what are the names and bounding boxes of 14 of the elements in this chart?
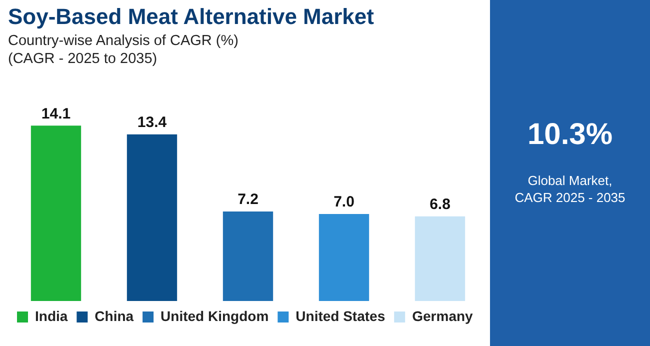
legend-label: Germany xyxy=(412,308,474,324)
data-label: 13.4 xyxy=(137,114,168,131)
legend-label: United States xyxy=(296,308,386,324)
data-label: 14.1 xyxy=(41,105,71,122)
data-label: 6.8 xyxy=(430,196,450,214)
legend-label: India xyxy=(35,308,68,324)
chart-subtitle: Country-wise Analysis of CAGR (%) (CAGR - 2025 to 2035) xyxy=(8,32,238,68)
chart-title: Soy-Based Meat Alternative Market xyxy=(8,4,374,30)
data-label: 7.2 xyxy=(238,191,258,208)
text: Global Market, CAGR 2025 - 2035 xyxy=(514,172,626,206)
legend-label: United Kingdom xyxy=(160,308,269,324)
text: 10.3% xyxy=(526,118,614,152)
data-label: 7.0 xyxy=(334,194,354,211)
legend-label: China xyxy=(94,308,134,324)
